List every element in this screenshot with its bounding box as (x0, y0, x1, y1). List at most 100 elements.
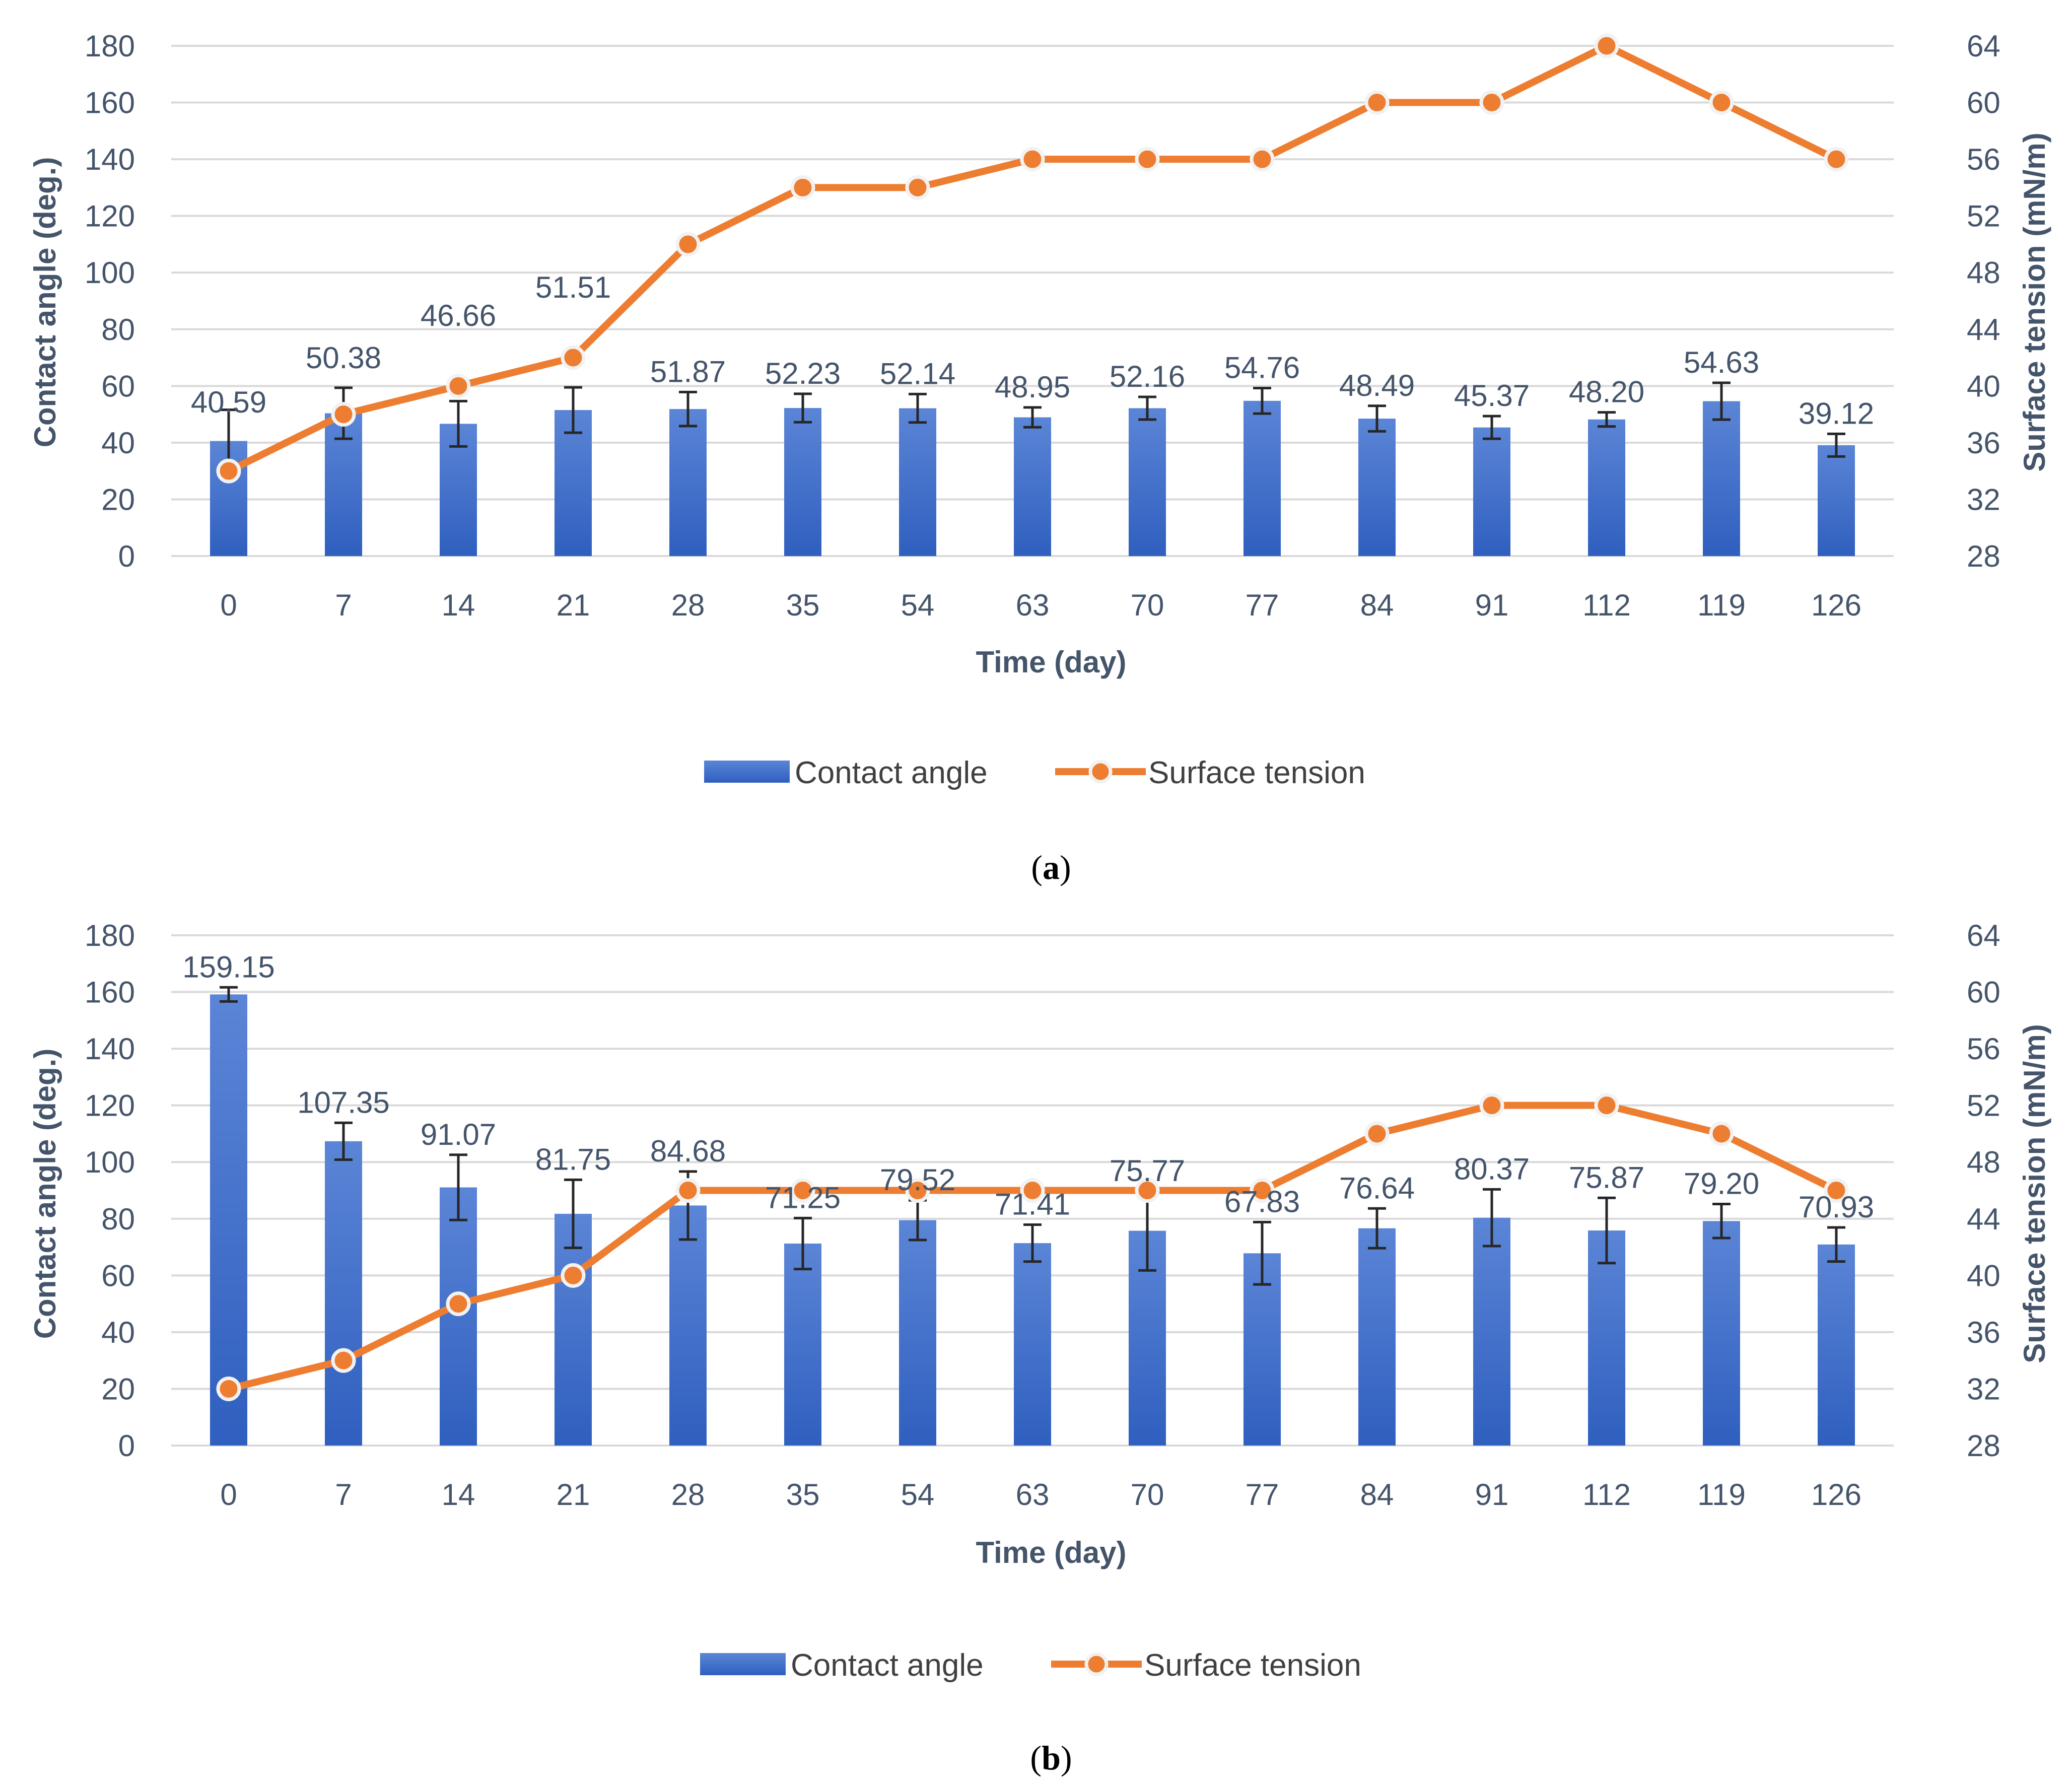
error-bar (334, 1121, 353, 1161)
surface-tension-point (1594, 33, 1619, 58)
panel-a: 40.59 50.38 46.66 51.51 51.87 52.23 52.14 48.95… (28, 29, 2051, 886)
legend-swatch-contact-angle (700, 1653, 786, 1675)
bar-data-label: 80.37 (1454, 1152, 1530, 1186)
left-axis-tick-label: 20 (101, 483, 135, 516)
panel-caption-a: (a) (1031, 848, 1071, 886)
left-axis-tick-label: 180 (85, 919, 135, 952)
surface-tension-point (1250, 1178, 1275, 1203)
surface-tension-point (1364, 1121, 1390, 1146)
bar-data-label: 39.12 (1799, 396, 1874, 430)
x-axis-title: Time (day) (976, 645, 1127, 679)
left-axis-tick-label: 0 (118, 539, 135, 573)
x-axis-tick-label: 91 (1475, 588, 1509, 622)
left-axis-tick-label: 180 (85, 29, 135, 63)
surface-tension-point (1594, 1093, 1619, 1118)
contact-angle-bar (669, 1205, 707, 1446)
bar-data-label: 46.66 (421, 299, 496, 332)
bar-data-label: 71.25 (765, 1181, 841, 1214)
contact-angle-bar (1703, 1221, 1740, 1446)
surface-tension-point (790, 1178, 815, 1203)
x-axis-tick-label: 21 (557, 1478, 590, 1512)
right-axis-tick-label: 40 (1967, 369, 2000, 403)
bar-data-label: 84.68 (650, 1134, 726, 1168)
right-axis-ticks: 28 32 36 40 44 48 52 56 60 64 (1967, 29, 2000, 573)
bar-data-label: 91.07 (421, 1118, 496, 1151)
x-axis-tick-label: 7 (335, 588, 352, 622)
error-bar (1827, 432, 1845, 458)
contact-angle-bars (210, 994, 1855, 1446)
x-axis-tick-label: 35 (786, 1478, 820, 1512)
left-axis-tick-label: 160 (85, 976, 135, 1009)
x-axis-tick-label: 112 (1582, 588, 1631, 622)
surface-tension-point (1709, 90, 1734, 115)
right-axis-tick-label: 64 (1967, 29, 2000, 63)
x-axis-tick-label: 14 (442, 588, 475, 622)
right-axis-tick-label: 64 (1967, 919, 2000, 952)
surface-tension-point (1135, 1178, 1160, 1203)
error-bar (794, 1216, 812, 1271)
bar-data-label: 48.49 (1339, 369, 1415, 402)
left-axis-tick-label: 60 (101, 1259, 135, 1292)
x-axis-tick-label: 28 (671, 1478, 705, 1512)
x-axis-tick-label: 14 (442, 1478, 475, 1512)
right-axis-tick-label: 52 (1967, 1089, 2000, 1123)
panel-label-a: a (1043, 848, 1060, 886)
surface-tension-point (216, 1376, 241, 1401)
error-bar (1023, 1223, 1042, 1263)
x-axis-tick-label: 0 (220, 588, 237, 622)
error-bar (564, 1178, 582, 1249)
panel-label-b: b (1042, 1739, 1061, 1777)
error-bar (679, 390, 697, 428)
contact-angle-bar (555, 410, 592, 556)
left-axis-tick-label: 120 (85, 1089, 135, 1123)
left-axis-tick-label: 100 (85, 256, 135, 290)
surface-tension-point (331, 402, 356, 427)
right-axis-ticks: 28 32 36 40 44 48 52 56 60 64 (1967, 919, 2000, 1463)
surface-tension-point (1824, 147, 1849, 172)
right-axis-tick-label: 44 (1967, 313, 2000, 347)
surface-tension-point (1250, 147, 1275, 172)
left-axis-tick-label: 80 (101, 1202, 135, 1236)
error-bar (1023, 406, 1042, 429)
bar-data-label: 52.14 (880, 357, 955, 390)
legend-label-surface-tension: Surface tension (1148, 756, 1365, 790)
left-axis-title: Contact angle (deg.) (28, 157, 62, 448)
x-axis-tick-label: 77 (1246, 1478, 1279, 1512)
x-axis-tick-label: 35 (786, 588, 820, 622)
bar-data-label: 159.15 (182, 950, 275, 984)
error-bar (1712, 381, 1731, 421)
x-axis-tick-label: 77 (1246, 588, 1279, 622)
right-axis-tick-label: 36 (1967, 426, 2000, 460)
bar-data-label: 67.83 (1224, 1185, 1300, 1218)
contact-angle-bar (1588, 1230, 1625, 1446)
surface-tension-point (1479, 1093, 1504, 1118)
left-axis-tick-label: 60 (101, 369, 135, 403)
left-axis-tick-label: 20 (101, 1372, 135, 1406)
x-axis-tick-label: 84 (1360, 1478, 1394, 1512)
error-bar (1712, 1203, 1731, 1240)
surface-tension-point (1479, 90, 1504, 115)
bar-data-label: 52.23 (765, 357, 841, 390)
bar-data-label: 75.77 (1110, 1154, 1185, 1188)
contact-angle-bar (669, 409, 707, 556)
bar-data-label: 48.20 (1569, 375, 1644, 409)
bar-data-label: 45.37 (1454, 379, 1530, 413)
right-axis-tick-label: 52 (1967, 199, 2000, 233)
surface-tension-point (1709, 1121, 1734, 1146)
panel-caption-b: (b) (1030, 1739, 1072, 1777)
contact-angle-bar (899, 408, 936, 556)
legend-label-contact-angle: Contact angle (791, 1648, 984, 1683)
surface-tension-point (216, 458, 241, 484)
contact-angle-bar (1473, 427, 1510, 556)
left-axis-tick-label: 140 (85, 1032, 135, 1066)
x-axis-tick-label: 63 (1016, 1478, 1050, 1512)
contact-angle-bar (1588, 419, 1625, 556)
legend-marker-surface-tension (1088, 760, 1113, 784)
surface-tension-point (331, 1348, 356, 1373)
error-bar (449, 399, 467, 448)
legend: Contact angle Surface tension (700, 1648, 1361, 1683)
left-axis-tick-label: 100 (85, 1145, 135, 1179)
left-axis-tick-label: 40 (101, 426, 135, 460)
x-axis-tick-label: 28 (671, 588, 705, 622)
bar-data-label: 79.20 (1684, 1167, 1759, 1201)
